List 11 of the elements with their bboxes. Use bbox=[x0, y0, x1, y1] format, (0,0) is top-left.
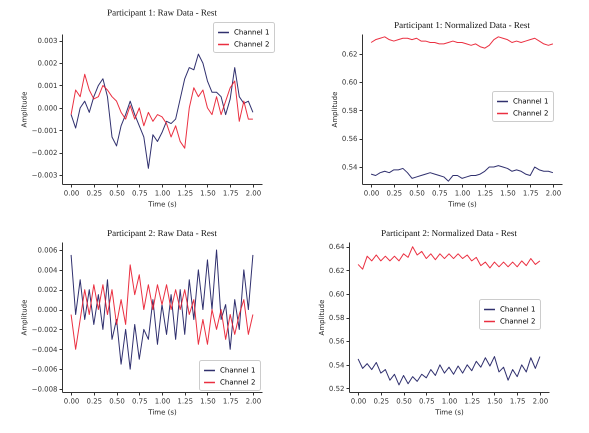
line-series bbox=[358, 356, 540, 386]
line-series bbox=[370, 36, 554, 49]
line-series bbox=[70, 264, 254, 350]
line-series bbox=[370, 165, 554, 182]
line-series bbox=[70, 74, 254, 149]
chart-title: Participant 2: Normalized Data - Rest bbox=[381, 228, 518, 238]
line-series bbox=[70, 54, 254, 169]
chart-title: Participant 1: Raw Data - Rest bbox=[107, 8, 218, 18]
chart-title: Participant 2: Raw Data - Rest bbox=[107, 228, 218, 238]
chart-title: Participant 1: Normalized Data - Rest bbox=[394, 20, 530, 30]
line-series bbox=[358, 246, 540, 270]
